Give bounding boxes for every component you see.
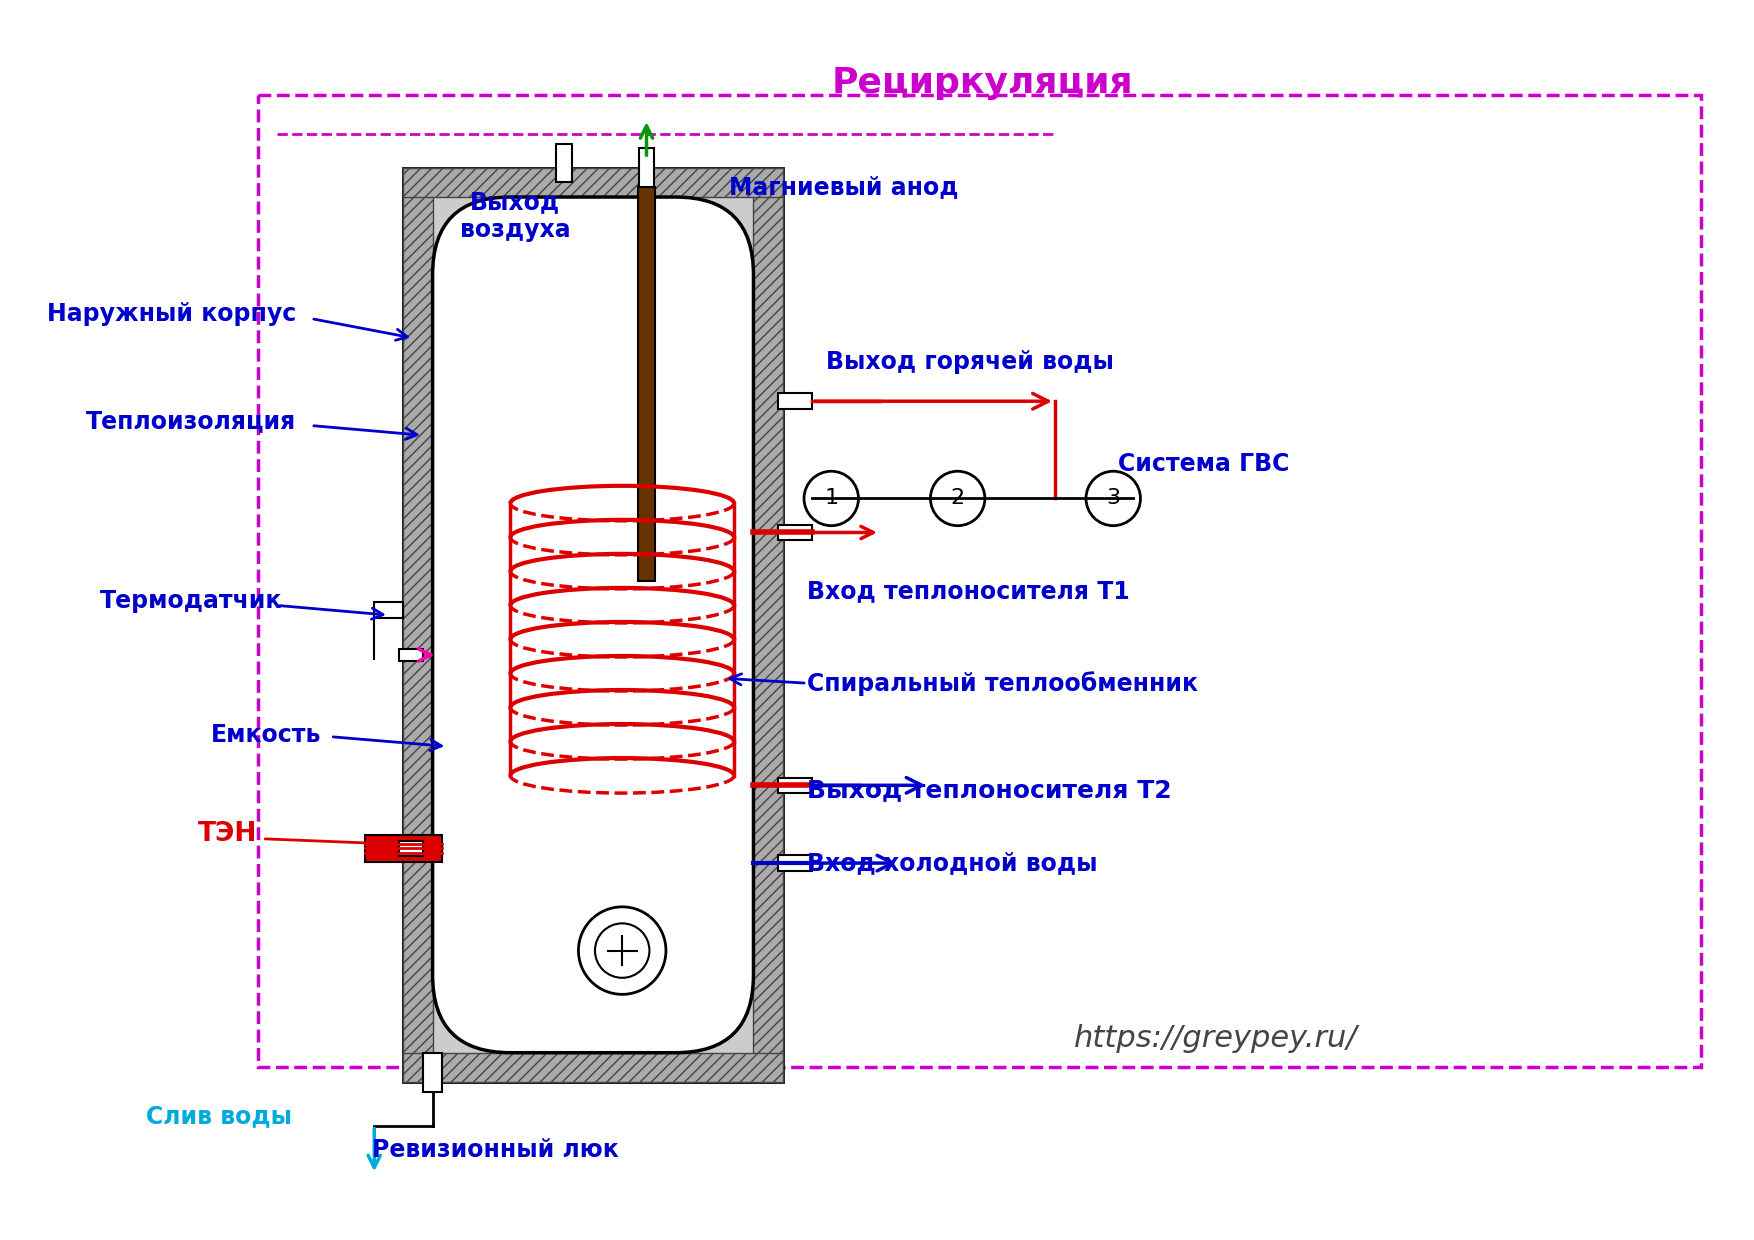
- Text: Вход холодной воды: Вход холодной воды: [807, 851, 1098, 875]
- Text: Вход теплоносителя Т1: Вход теплоносителя Т1: [807, 579, 1130, 603]
- Text: Слив воды: Слив воды: [146, 1104, 291, 1128]
- Text: Выход горячей воды: Выход горячей воды: [826, 351, 1114, 374]
- Text: 1: 1: [824, 489, 838, 508]
- Circle shape: [1086, 471, 1140, 526]
- Circle shape: [595, 924, 649, 978]
- Bar: [374, 603, 403, 618]
- Bar: [398, 841, 423, 857]
- Bar: [777, 856, 812, 870]
- Text: 2: 2: [951, 489, 965, 508]
- Bar: [403, 1053, 782, 1081]
- Text: Теплоизоляция: Теплоизоляция: [86, 409, 296, 433]
- Bar: [777, 777, 812, 794]
- Bar: [638, 149, 654, 192]
- Text: Система ГВС: Система ГВС: [1117, 453, 1289, 476]
- Text: Емкость: Емкость: [210, 723, 321, 746]
- Bar: [777, 525, 812, 541]
- Text: Магниевый анод: Магниевый анод: [730, 175, 959, 200]
- Bar: [754, 167, 782, 1081]
- Bar: [398, 650, 423, 661]
- Bar: [777, 393, 812, 409]
- Bar: [423, 1053, 442, 1091]
- Text: Термодатчик: Термодатчик: [100, 589, 282, 613]
- Bar: [403, 167, 782, 197]
- Text: ТЭН: ТЭН: [198, 821, 258, 847]
- Text: https://greypey.ru/: https://greypey.ru/: [1073, 1023, 1358, 1053]
- Bar: [556, 144, 572, 182]
- Text: Спиральный теплообменник: Спиральный теплообменник: [807, 671, 1198, 696]
- Bar: [403, 167, 433, 1081]
- Circle shape: [579, 906, 667, 994]
- Text: Рециркуляция: Рециркуляция: [831, 66, 1133, 99]
- Bar: [365, 835, 442, 862]
- Circle shape: [803, 471, 858, 526]
- Bar: [638, 187, 656, 582]
- Text: Выход
воздуха: Выход воздуха: [460, 190, 570, 242]
- Bar: [403, 167, 782, 1081]
- Circle shape: [930, 471, 986, 526]
- FancyBboxPatch shape: [433, 197, 754, 1053]
- Text: Наружный корпус: Наружный корпус: [47, 301, 296, 326]
- Text: 3: 3: [1107, 489, 1121, 508]
- Text: Ревизионный люк: Ревизионный люк: [372, 1138, 619, 1162]
- Text: Выход теплоносителя Т2: Выход теплоносителя Т2: [807, 779, 1172, 802]
